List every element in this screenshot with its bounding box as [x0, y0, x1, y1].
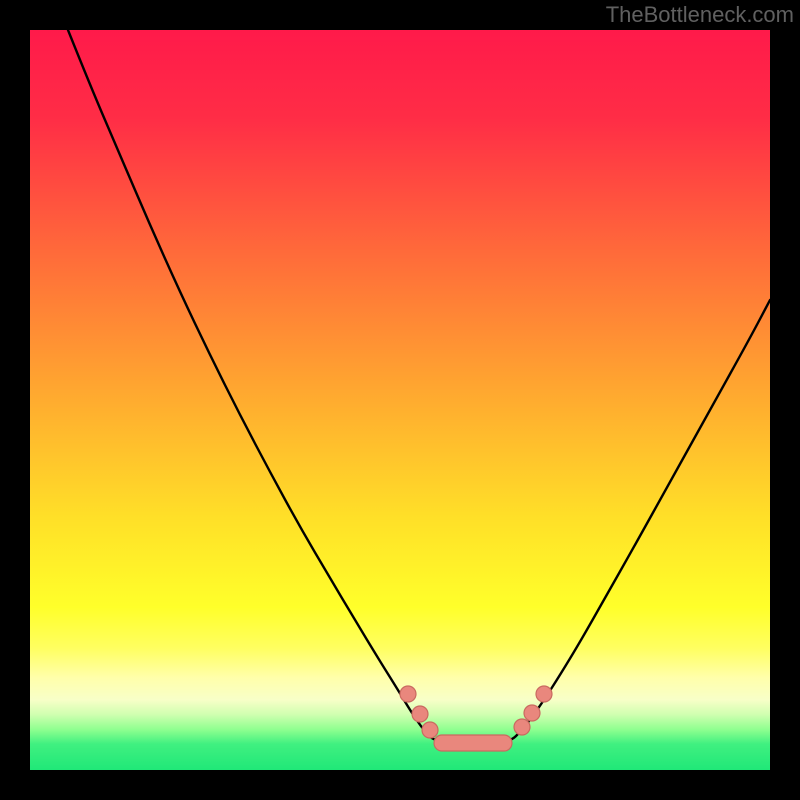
marker-dot [400, 686, 416, 702]
gradient-background [30, 30, 770, 770]
optimal-range-capsule [434, 735, 512, 751]
marker-dot [536, 686, 552, 702]
chart-svg [30, 30, 770, 770]
marker-dot [422, 722, 438, 738]
marker-dot [524, 705, 540, 721]
marker-dot [412, 706, 428, 722]
watermark-text: TheBottleneck.com [606, 2, 794, 28]
marker-dot [514, 719, 530, 735]
plot-area [30, 30, 770, 770]
